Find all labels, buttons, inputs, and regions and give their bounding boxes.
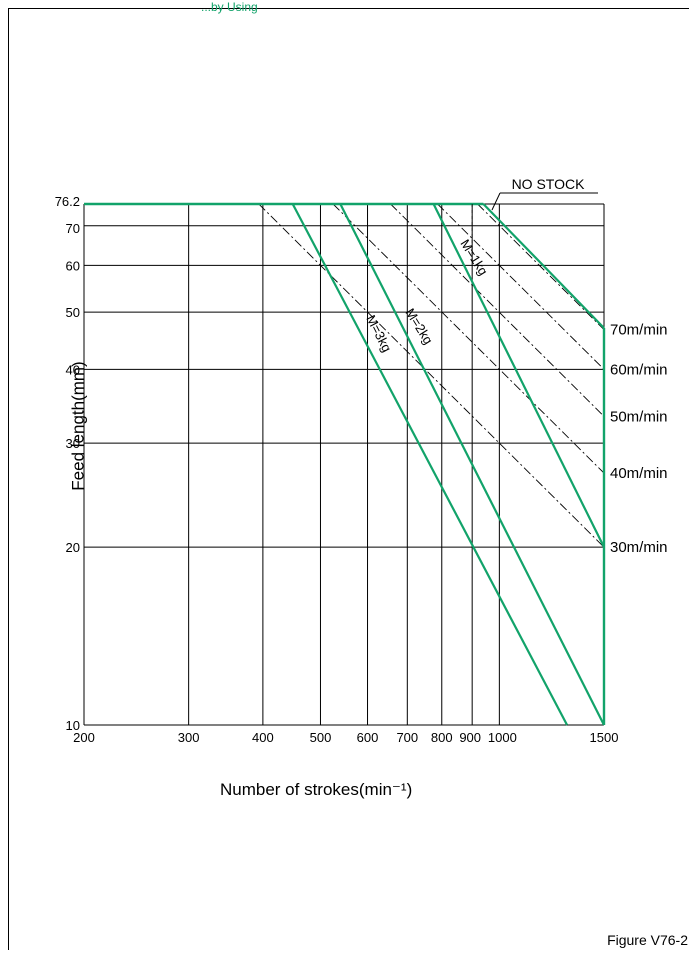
y-tick-label: 40 <box>66 362 80 377</box>
speed-line-label: 70m/min <box>610 322 668 339</box>
limit-curve <box>482 203 605 329</box>
x-tick-label: 300 <box>178 730 200 745</box>
x-axis-title: Number of strokes(min⁻¹) <box>220 780 413 799</box>
speed-line <box>390 203 605 417</box>
speed-line-label: 30m/min <box>610 539 668 556</box>
y-tick-label: 70 <box>66 221 80 236</box>
speed-line-label: 60m/min <box>610 361 668 378</box>
x-tick-label: 400 <box>252 730 274 745</box>
limit-curve <box>339 203 605 726</box>
x-tick-label: 1000 <box>488 730 517 745</box>
y-tick-label: 10 <box>66 718 80 733</box>
y-tick-label: 20 <box>66 540 80 555</box>
speed-line <box>332 203 605 474</box>
no-stock-label: NO STOCK <box>512 176 586 192</box>
no-stock-leader <box>491 192 501 211</box>
y-axis-title-wrap: Feed length(mm) <box>69 361 89 490</box>
y-tick-label: 60 <box>66 258 80 273</box>
speed-line <box>258 203 605 548</box>
y-tick-label: 30 <box>66 436 80 451</box>
y-axis-title: Feed length(mm) <box>68 361 88 491</box>
x-tick-label: 1500 <box>590 730 619 745</box>
figure-frame: ...by Using <box>8 0 689 950</box>
limit-curve <box>432 203 605 548</box>
limit-curve <box>291 203 569 726</box>
x-tick-label: 600 <box>357 730 379 745</box>
mass-curve-label: M=1kg <box>457 237 491 278</box>
x-tick-label: 500 <box>310 730 332 745</box>
speed-line-label: 50m/min <box>610 408 668 425</box>
y-tick-label: 76.2 <box>55 194 80 209</box>
speed-line <box>477 203 605 330</box>
x-tick-label: 900 <box>459 730 481 745</box>
x-tick-label: 200 <box>73 730 95 745</box>
figure-caption: Figure V76-2 <box>607 932 688 948</box>
header-snippet: ...by Using <box>201 0 258 14</box>
x-tick-label: 800 <box>431 730 453 745</box>
x-tick-label: 700 <box>396 730 418 745</box>
y-tick-label: 50 <box>66 305 80 320</box>
speed-line <box>437 203 605 370</box>
speed-line-label: 40m/min <box>610 465 668 482</box>
